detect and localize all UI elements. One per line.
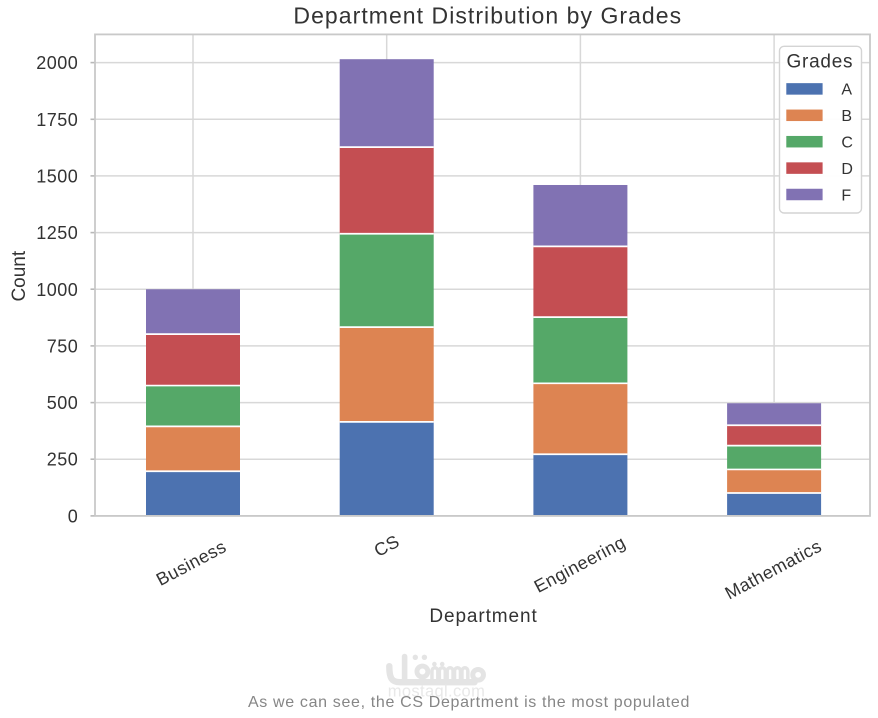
- svg-text:D: D: [841, 161, 853, 178]
- svg-text:750: 750: [47, 336, 79, 356]
- svg-text:F: F: [841, 187, 851, 204]
- svg-text:Department: Department: [429, 606, 537, 627]
- svg-text:1250: 1250: [36, 223, 78, 243]
- svg-text:2000: 2000: [36, 53, 78, 73]
- svg-text:Count: Count: [9, 250, 30, 301]
- svg-text:C: C: [841, 134, 853, 151]
- svg-text:Grades: Grades: [786, 51, 853, 72]
- svg-text:mostaql.com: mostaql.com: [388, 683, 485, 701]
- svg-text:1000: 1000: [36, 280, 78, 300]
- svg-text:As we can see, the CS Departme: As we can see, the CS Department is the …: [248, 694, 690, 711]
- svg-text:500: 500: [47, 393, 79, 413]
- svg-text:1500: 1500: [36, 166, 78, 186]
- svg-text:B: B: [841, 108, 852, 125]
- svg-text:0: 0: [68, 506, 79, 526]
- svg-text:1750: 1750: [36, 110, 78, 130]
- svg-text:A: A: [841, 82, 852, 99]
- svg-text:Department Distribution by Gra: Department Distribution by Grades: [293, 3, 682, 29]
- svg-text:250: 250: [47, 450, 79, 470]
